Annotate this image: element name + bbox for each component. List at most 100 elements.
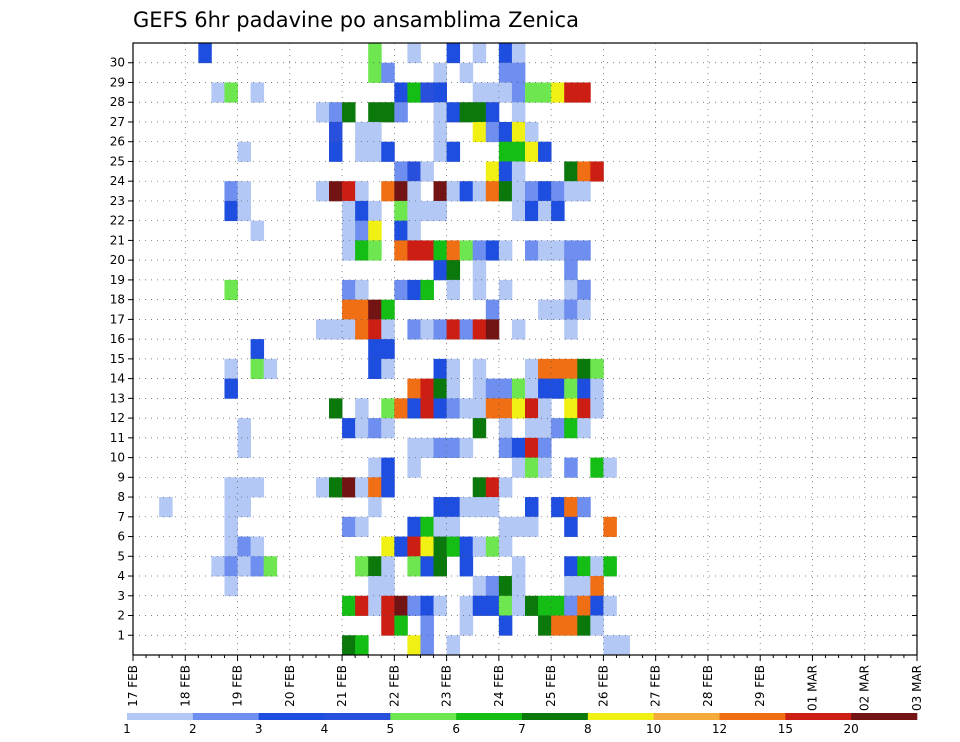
heatmap-cell	[511, 43, 526, 64]
heatmap-cell	[577, 279, 591, 301]
colorbar-label: 12	[712, 722, 727, 736]
heatmap-cell	[525, 82, 539, 103]
heatmap-cell	[577, 82, 591, 103]
heatmap-cell	[420, 595, 434, 616]
heatmap-cell	[381, 358, 395, 380]
heatmap-cell	[381, 556, 395, 577]
heatmap-cell	[381, 62, 395, 83]
heatmap-cell	[446, 635, 461, 656]
heatmap-cell	[498, 536, 513, 557]
heatmap-cell	[498, 82, 513, 103]
heatmap-cell	[433, 260, 447, 281]
heatmap-cell	[485, 319, 500, 340]
heatmap-cell	[224, 279, 238, 301]
heatmap-cell	[538, 141, 552, 162]
heatmap-cell	[472, 358, 487, 380]
heatmap-cell	[564, 240, 578, 261]
heatmap-cell	[394, 240, 408, 261]
heatmap-cell	[237, 437, 251, 458]
x-tick-label: 27 FEB	[649, 665, 663, 707]
heatmap-cell	[498, 477, 513, 498]
heatmap-cell	[446, 319, 461, 340]
heatmap-cell	[511, 576, 526, 597]
heatmap-cell	[315, 102, 330, 123]
heatmap-cell	[368, 62, 382, 83]
heatmap-cell	[368, 220, 382, 241]
heatmap-cell	[420, 635, 434, 656]
x-tick-label: 25 FEB	[544, 665, 558, 707]
heatmap-cell	[394, 615, 408, 636]
heatmap-cell	[433, 141, 447, 162]
heatmap-cell	[498, 398, 513, 419]
heatmap-cell	[250, 220, 265, 241]
heatmap-cell	[472, 378, 487, 399]
heatmap-cell	[446, 497, 461, 518]
colorbar-label: 5	[387, 722, 395, 736]
heatmap-cell	[446, 279, 461, 301]
heatmap-cell	[538, 181, 552, 202]
heatmap-cell	[342, 635, 356, 656]
heatmap-cell	[420, 516, 434, 537]
heatmap-cell	[525, 457, 539, 478]
heatmap-cell	[525, 141, 539, 162]
y-tick-label: 4	[117, 569, 125, 583]
heatmap-cell	[224, 200, 238, 222]
heatmap-cell	[315, 477, 330, 498]
heatmap-cell	[472, 279, 487, 301]
heatmap-cell	[394, 398, 408, 419]
heatmap-cell	[485, 240, 500, 261]
heatmap-cell	[511, 181, 526, 202]
heatmap-cell	[472, 260, 487, 281]
heatmap-cell	[459, 437, 474, 458]
heatmap-cell	[368, 457, 382, 478]
heatmap-cell	[459, 595, 474, 616]
heatmap-cell	[551, 378, 565, 399]
heatmap-cell	[250, 536, 265, 557]
heatmap-cell	[355, 398, 369, 419]
heatmap-cell	[224, 82, 238, 103]
colorbar-label: 15	[778, 722, 793, 736]
x-tick-label: 28 FEB	[701, 665, 715, 707]
x-tick-label: 24 FEB	[492, 665, 506, 707]
heatmap-cell	[237, 200, 251, 222]
heatmap-cell	[433, 319, 447, 340]
heatmap-cell	[498, 576, 513, 597]
heatmap-cell	[498, 62, 513, 83]
y-tick-label: 25	[110, 154, 125, 168]
heatmap-cell	[250, 82, 265, 103]
heatmap-cell	[551, 181, 565, 202]
y-tick-label: 16	[110, 332, 125, 346]
heatmap-cell	[250, 556, 265, 577]
heatmap-cell	[224, 378, 238, 399]
heatmap-cell	[433, 358, 447, 380]
heatmap-cell	[551, 615, 565, 636]
colorbar-swatch	[653, 713, 720, 720]
heatmap-cell	[459, 536, 474, 557]
colorbar-label: 7	[518, 722, 526, 736]
heatmap-cell	[459, 556, 474, 577]
heatmap-cell	[525, 516, 539, 537]
y-tick-label: 7	[117, 510, 125, 524]
x-tick-label: 02 MAR	[858, 665, 872, 711]
heatmap-cell	[407, 457, 421, 478]
heatmap-cell	[159, 497, 173, 518]
heatmap-cell	[564, 260, 578, 281]
heatmap-cell	[472, 595, 487, 616]
heatmap-cell	[551, 82, 565, 103]
y-tick-label: 30	[110, 56, 125, 70]
heatmap-cell	[525, 240, 539, 261]
heatmap-cell	[420, 200, 434, 222]
heatmap-cell	[407, 200, 421, 222]
heatmap-cell	[355, 319, 369, 340]
heatmap-cell	[590, 595, 604, 616]
heatmap-cell	[355, 477, 369, 498]
heatmap-cell	[394, 536, 408, 557]
heatmap-cell	[407, 220, 421, 241]
heatmap-cell	[525, 358, 539, 380]
y-tick-label: 20	[110, 253, 125, 267]
heatmap-cell	[603, 516, 617, 537]
heatmap-cell	[564, 595, 578, 616]
heatmap-cell	[446, 102, 461, 123]
y-tick-label: 8	[117, 490, 125, 504]
heatmap-cell	[342, 279, 356, 301]
